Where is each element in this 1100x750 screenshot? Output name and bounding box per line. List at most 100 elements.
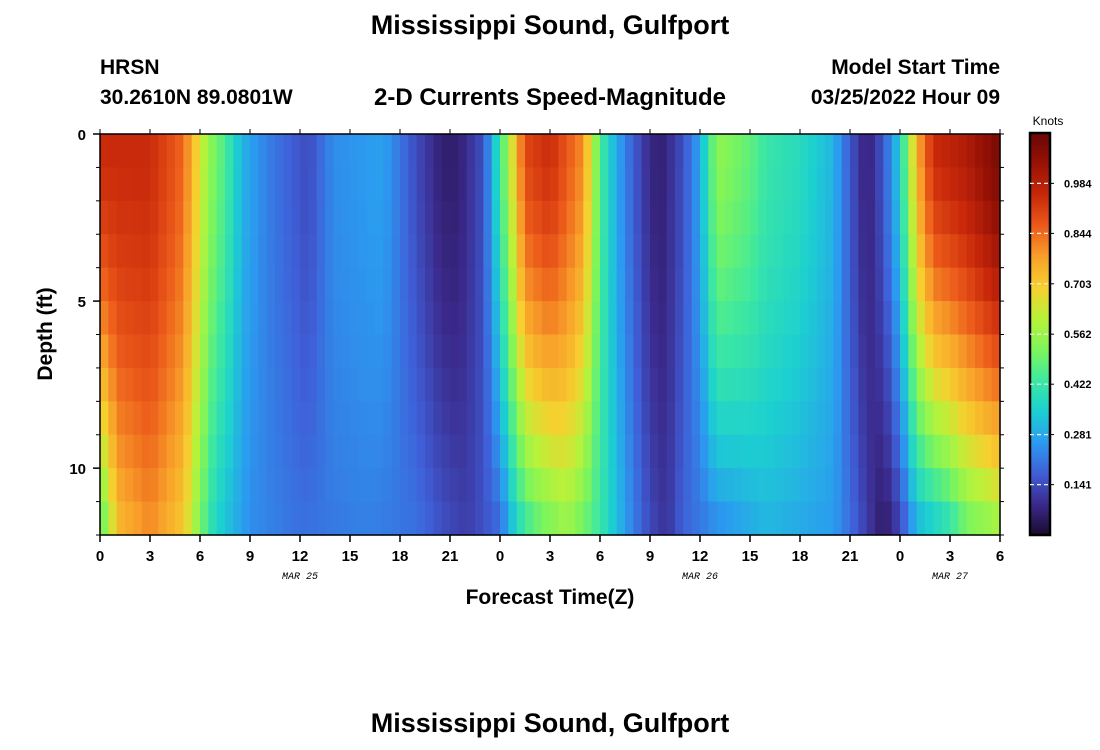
heatmap-cell (275, 200, 284, 235)
heatmap-cell (608, 301, 618, 336)
colorbar-units: Knots (1033, 114, 1064, 128)
heatmap-cell (566, 167, 576, 202)
heatmap-cell (475, 301, 484, 336)
heatmap-cell (516, 301, 526, 336)
heatmap-cell (933, 234, 943, 269)
heatmap-cell (391, 367, 401, 402)
heatmap-cell (291, 334, 301, 369)
heatmap-cell (916, 167, 926, 202)
heatmap-cell (225, 167, 234, 202)
heatmap-cell (775, 134, 784, 169)
heatmap-cell (225, 301, 234, 336)
heatmap-cell (908, 200, 918, 235)
heatmap-cell (441, 167, 451, 202)
heatmap-cell (191, 301, 201, 336)
heatmap-cell (858, 501, 868, 536)
heatmap-cell (691, 301, 701, 336)
heatmap-cell (100, 134, 109, 169)
heatmap-cell (116, 367, 126, 402)
heatmap-cell (416, 134, 426, 169)
heatmap-cell (850, 501, 859, 536)
heatmap-cell (358, 234, 368, 269)
heatmap-cell (291, 501, 301, 536)
heatmap-cell (508, 200, 518, 235)
heatmap-cell (425, 434, 434, 469)
heatmap-cell (183, 501, 193, 536)
heatmap-cell (908, 234, 918, 269)
heatmap-cell (483, 367, 493, 402)
heatmap-cell (758, 401, 768, 436)
heatmap-cell (883, 301, 893, 336)
heatmap-cell (666, 167, 676, 202)
heatmap-cell (525, 501, 534, 536)
footer-title: Mississippi Sound, Gulfport (370, 708, 730, 738)
heatmap-cell (166, 301, 176, 336)
heatmap-cell (741, 134, 751, 169)
heatmap-cell (733, 367, 743, 402)
heatmap-cell (841, 134, 851, 169)
heatmap-cell (650, 167, 659, 202)
heatmap-cell (350, 134, 359, 169)
heatmap-cell (716, 367, 726, 402)
heatmap-cell (125, 434, 134, 469)
heatmap-cell (541, 401, 551, 436)
heatmap-cell (666, 301, 676, 336)
model-start-time: 03/25/2022 Hour 09 (810, 86, 1000, 109)
heatmap-cell (950, 234, 959, 269)
heatmap-cell (441, 134, 451, 169)
heatmap-cell (350, 334, 359, 369)
heatmap-cell (400, 401, 409, 436)
heatmap-cell (433, 301, 443, 336)
heatmap-cell (550, 334, 559, 369)
heatmap-cell (816, 234, 826, 269)
heatmap-cell (958, 334, 968, 369)
heatmap-cell (666, 367, 676, 402)
heatmap-cell (383, 468, 393, 503)
heatmap-cell (808, 234, 818, 269)
heatmap-cell (983, 134, 993, 169)
heatmap-cell (391, 434, 401, 469)
heatmap-cell (200, 334, 209, 369)
heatmap-cell (308, 434, 318, 469)
heatmap-cell (150, 501, 159, 536)
heatmap-cell (816, 200, 826, 235)
heatmap-cell (975, 434, 984, 469)
heatmap-cell (941, 167, 951, 202)
heatmap-cell (608, 234, 618, 269)
heatmap-cell (325, 434, 334, 469)
heatmap-cell (241, 200, 251, 235)
heatmap-cell (175, 134, 184, 169)
heatmap-cell (308, 301, 318, 336)
heatmap-cell (216, 301, 226, 336)
heatmap-cell (600, 267, 609, 302)
heatmap-cell (866, 367, 876, 402)
heatmap-cell (941, 334, 951, 369)
heatmap-cell (500, 468, 509, 503)
heatmap-cell (475, 468, 484, 503)
heatmap-cell (991, 301, 1001, 336)
heatmap-cell (958, 200, 968, 235)
heatmap-cell (366, 367, 376, 402)
heatmap-cell (858, 301, 868, 336)
heatmap-cell (333, 434, 343, 469)
heatmap-cell (866, 267, 876, 302)
heatmap-cell (891, 134, 901, 169)
heatmap-cell (841, 200, 851, 235)
heatmap-cell (975, 134, 984, 169)
heatmap-cell (308, 501, 318, 536)
heatmap-cell (400, 134, 409, 169)
heatmap-cell (458, 434, 468, 469)
heatmap-cell (575, 267, 584, 302)
colorbar-tick-label: 0.141 (1064, 480, 1092, 492)
heatmap-cell (733, 200, 743, 235)
heatmap-cell (325, 234, 334, 269)
heatmap-cell (400, 200, 409, 235)
heatmap-cell (150, 434, 159, 469)
heatmap-cell (858, 468, 868, 503)
heatmap-cell (975, 401, 984, 436)
heatmap-cell (525, 434, 534, 469)
heatmap-cell (175, 234, 184, 269)
heatmap-cell (375, 301, 384, 336)
heatmap-cell (750, 134, 759, 169)
heatmap-cell (566, 401, 576, 436)
